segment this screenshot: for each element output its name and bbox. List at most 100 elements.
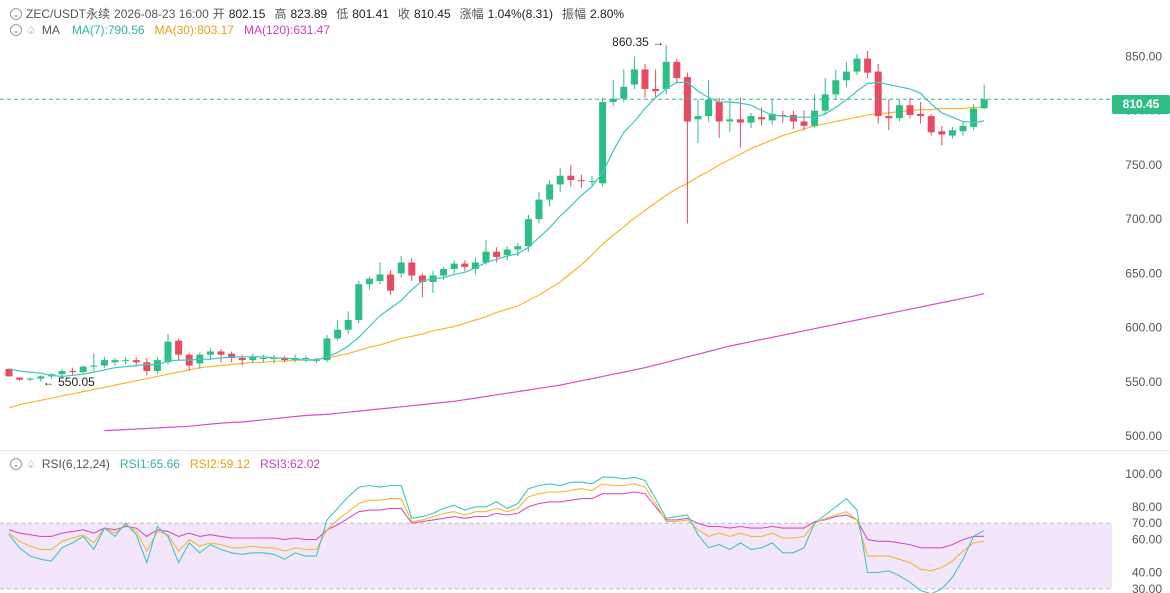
- price-tick-label: 850.00: [1125, 49, 1162, 63]
- candle-body: [906, 105, 914, 115]
- rsi1-line: [8, 476, 985, 593]
- candle-body: [58, 370, 66, 375]
- open-label: 开: [212, 7, 225, 21]
- candle-body: [471, 262, 479, 270]
- candle-body: [715, 101, 723, 122]
- candle-body: [26, 378, 34, 380]
- ma30-line: [8, 106, 985, 409]
- current-price-tag: 810.45: [1112, 95, 1170, 114]
- candle-body: [334, 329, 342, 339]
- candle-body: [630, 69, 638, 85]
- candle-body: [482, 251, 490, 263]
- rsi-visibility-icon[interactable]: ♤: [26, 458, 36, 471]
- candle-body: [620, 86, 628, 99]
- ma-collapse-toggle-icon[interactable]: ⌄: [10, 24, 22, 36]
- candle-body: [217, 351, 225, 355]
- candle-body: [228, 353, 236, 358]
- candle-body: [122, 360, 130, 362]
- candle-body: [864, 58, 872, 73]
- candle-body: [16, 377, 24, 380]
- candle-body: [164, 341, 172, 363]
- candle-body: [355, 284, 363, 320]
- amplitude-value: 2.80%: [590, 6, 625, 21]
- candle-body: [302, 357, 310, 360]
- ma-label: MA: [41, 23, 60, 37]
- candle-body: [641, 69, 649, 89]
- candle-body: [980, 99, 988, 109]
- symbol-label: ZEC/USDT永续: [26, 7, 111, 21]
- candle-body: [450, 263, 458, 270]
- collapse-toggle-icon[interactable]: ⌄: [10, 7, 22, 20]
- candle-body: [323, 338, 331, 361]
- candle-body: [885, 116, 893, 119]
- price-tick-label: 550.00: [1125, 375, 1162, 389]
- high-label: 高: [274, 7, 287, 21]
- rsi-tick-label: 80.00: [1132, 500, 1162, 514]
- rsi-tick-label: 30.00: [1132, 582, 1162, 593]
- candle-body: [281, 357, 289, 361]
- candle-body: [609, 98, 617, 102]
- candle-body: [344, 320, 352, 330]
- candle-body: [397, 262, 405, 274]
- rsi-tick-label: 70.00: [1132, 516, 1162, 530]
- change-label: 涨幅: [459, 7, 484, 21]
- candle-body: [259, 357, 267, 359]
- candle-body: [811, 110, 819, 126]
- ma30-value: MA(30):803.17: [154, 23, 234, 37]
- candle-body: [599, 101, 607, 184]
- candle-body: [206, 351, 214, 355]
- low-value: 801.41: [352, 6, 389, 21]
- candle-body: [577, 180, 585, 182]
- candle-body: [175, 340, 183, 355]
- ma7-value: MA(7):790.56: [71, 23, 145, 37]
- candle-body: [90, 365, 98, 367]
- price-tick-label: 750.00: [1125, 158, 1162, 172]
- candle-body: [249, 356, 257, 361]
- candle-body: [588, 181, 596, 183]
- rsi-tick-label: 60.00: [1132, 533, 1162, 547]
- candle-body: [853, 58, 861, 72]
- candle-body: [100, 360, 108, 366]
- candle-body: [736, 119, 744, 123]
- candle-body: [440, 269, 448, 276]
- ma-legend: ⌄ ♤ MA MA(7):790.56 MA(30):803.17 MA(120…: [10, 23, 330, 37]
- candle-body: [5, 368, 13, 377]
- candle-body: [832, 80, 840, 95]
- rsi3-value: RSI3:62.02: [260, 457, 321, 471]
- amplitude-label: 振幅: [562, 7, 587, 21]
- candle-body: [365, 278, 373, 285]
- open-value: 802.15: [228, 6, 266, 21]
- candle-body: [387, 274, 395, 291]
- candle-body: [758, 117, 766, 120]
- candle-body: [895, 105, 903, 119]
- low-price-annotation: ← 550.05: [43, 375, 95, 389]
- change-value: 1.04%(8.31): [487, 6, 554, 21]
- rsi1-value: RSI1:65.66: [119, 457, 180, 471]
- rsi-tick-label: 40.00: [1132, 565, 1162, 579]
- candle-body: [694, 116, 702, 120]
- price-tick-label: 500.00: [1125, 429, 1162, 443]
- rsi-collapse-toggle-icon[interactable]: ⌄: [10, 458, 22, 470]
- candle-body: [546, 184, 554, 200]
- close-value: 810.45: [413, 6, 451, 21]
- datetime-label: 2026-08-23 16:00: [114, 6, 209, 21]
- candle-body: [768, 113, 776, 121]
- candle-body: [747, 116, 755, 123]
- high-price-annotation: 860.35 →: [612, 35, 664, 49]
- candle-body: [461, 263, 469, 267]
- candle-body: [705, 99, 713, 117]
- candle-body: [132, 360, 140, 363]
- rsi-band: [0, 523, 1112, 589]
- close-label: 收: [397, 7, 410, 21]
- candle-body: [238, 357, 246, 361]
- candle-body: [153, 360, 161, 371]
- candle-body: [821, 94, 829, 111]
- candle-body: [673, 61, 681, 79]
- ma120-value: MA(120):631.47: [243, 23, 331, 37]
- candle-body: [917, 113, 925, 117]
- ohlc-header: ⌄ ZEC/USDT永续 2026-08-23 16:00 开 802.15 高 8…: [10, 5, 629, 22]
- ma-visibility-icon[interactable]: ♤: [26, 24, 36, 37]
- rsi-label: RSI(6,12,24): [41, 457, 110, 471]
- rsi2-line: [8, 483, 985, 572]
